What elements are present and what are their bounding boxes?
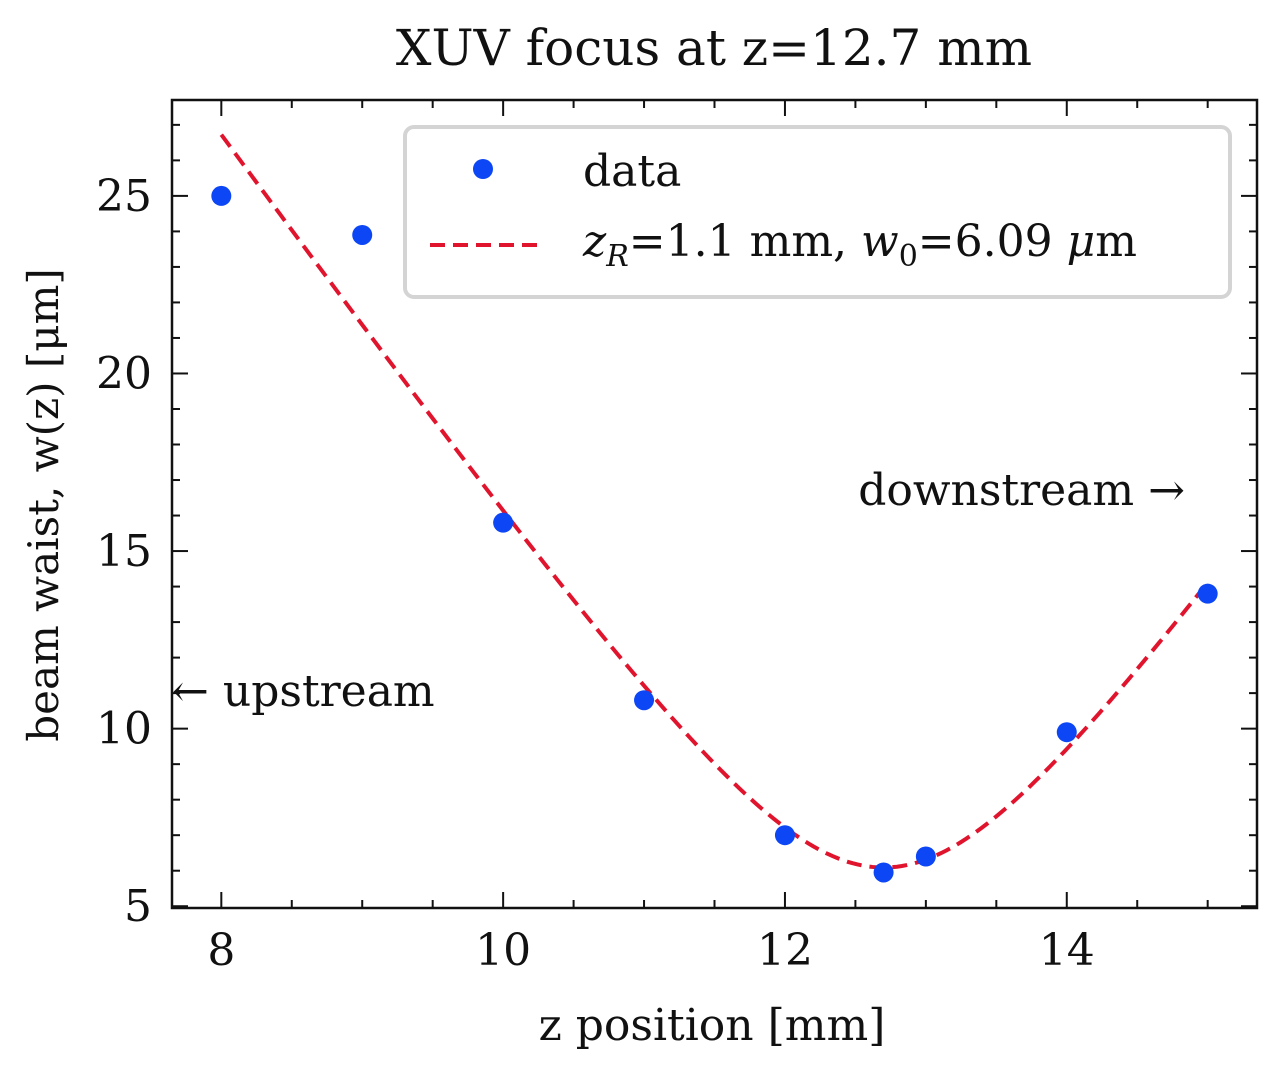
y-tick-label: 15 [96,526,152,577]
data-point [774,825,795,846]
legend-marker-data [473,159,493,179]
data-point [1197,583,1218,604]
data-point [915,846,936,867]
x-tick-label: 12 [757,925,813,976]
y-axis-label: beam waist, w(z) [μm] [19,268,68,742]
data-point [873,862,894,883]
legend-label-fit: zR=1.1 mm, w0=6.09 μm [582,216,1137,274]
data-point [352,224,373,245]
data-point [634,690,655,711]
y-tick-label: 10 [96,704,152,755]
y-tick-label: 25 [96,171,152,222]
legend-label-data: data [583,146,681,197]
y-tick-label: 5 [124,881,152,932]
x-tick-labels: 8 10 12 14 [207,925,1094,976]
x-tick-label: 8 [207,925,235,976]
x-tick-label: 14 [1039,925,1095,976]
x-axis-label: z position [mm] [539,1000,886,1051]
annotation-upstream: ← upstream [172,666,435,717]
data-points-layer [211,185,1218,883]
data-point [1056,722,1077,743]
legend-box [403,125,1232,299]
axis-ticks [172,100,1257,908]
chart-title: XUV focus at z=12.7 mm [396,19,1032,77]
y-tick-label: 20 [96,348,152,399]
annotation-downstream: downstream → [858,465,1185,516]
x-tick-label: 10 [475,925,531,976]
data-point [211,185,232,206]
y-tick-labels: 5 10 15 20 25 [96,171,152,932]
data-point [493,512,514,533]
legend: data zR=1.1 mm, w0=6.09 μm [403,125,1232,299]
